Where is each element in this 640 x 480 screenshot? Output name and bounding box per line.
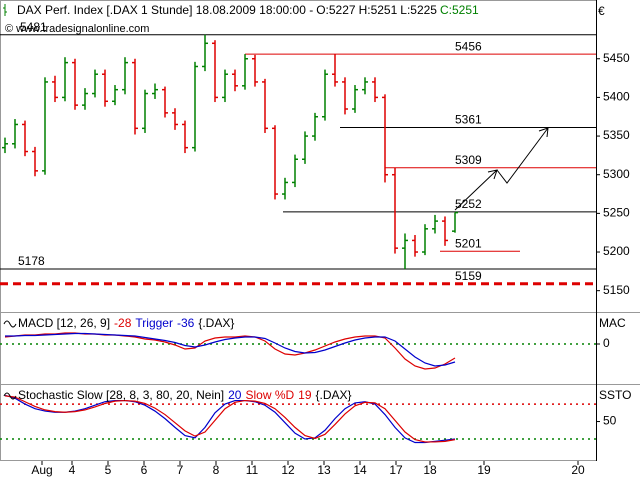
header-title: DAX Perf. Index [.DAX 1 Stunde] 18.08.20… [17, 3, 313, 17]
instrument: {.DAX} [316, 388, 352, 402]
x-tick-label: 17 [389, 463, 403, 477]
series-last-value: -28 [114, 316, 132, 330]
chart-header: DAX Perf. Index [.DAX 1 Stunde] 18.08.20… [17, 3, 479, 17]
y-tick-label: 5450 [603, 51, 630, 65]
level-label: 5309 [455, 153, 482, 167]
indicator-legend: Stochastic Slow [28, 8, 3, 80, 20, Nein]… [18, 388, 352, 402]
x-tick-label: 7 [177, 463, 184, 477]
trend-arrow [454, 127, 549, 211]
axis-label: MAC [599, 316, 626, 330]
watermark: © www.tradesignalonline.com [5, 23, 149, 35]
x-tick-label: 20 [571, 463, 585, 477]
y-tick-label: 5400 [603, 90, 630, 104]
x-tick-label: 19 [477, 463, 491, 477]
indicator-icon [3, 392, 17, 400]
level-label: 5252 [455, 197, 482, 211]
indicator-name: Stochastic Slow [28, 8, 3, 80, 20, Nein] [18, 388, 224, 402]
indicator-icon [3, 320, 17, 328]
x-tick-label: 6 [141, 463, 148, 477]
axis-label: SSTO [599, 388, 631, 402]
level-label: 5178 [18, 254, 45, 268]
header-low: L:5225 [400, 3, 437, 17]
series-name: Trigger [135, 316, 173, 330]
header-close: C:5251 [440, 3, 479, 17]
indicator-line [4, 394, 456, 444]
y-tick-label: 50 [603, 414, 617, 428]
x-tick-label: 5 [105, 463, 112, 477]
currency: € [598, 4, 605, 18]
level-label: 5361 [455, 113, 482, 127]
y-tick-label: 5250 [603, 206, 630, 220]
level-label: 5481 [20, 20, 47, 34]
y-tick-label: 5150 [603, 283, 630, 297]
series-last-value: 19 [298, 388, 312, 402]
series-last-value: -36 [177, 316, 195, 330]
indicator-legend: MACD [12, 26, 9] -28 Trigger -36 {.DAX} [18, 316, 234, 330]
x-tick-label: 4 [69, 463, 76, 477]
y-tick-label: 0 [603, 336, 610, 350]
x-tick-label: Aug [31, 463, 52, 477]
indicator-name: MACD [12, 26, 9] [18, 316, 110, 330]
header-high: H:5251 [359, 3, 398, 17]
series-name: Slow %D [245, 388, 294, 402]
x-tick-label: 13 [317, 463, 331, 477]
series-last-value: 20 [228, 388, 242, 402]
level-label: 5456 [455, 39, 482, 53]
level-label: 5159 [455, 269, 482, 283]
y-tick-label: 5300 [603, 167, 630, 181]
y-tick-label: 5200 [603, 244, 630, 258]
indicator-line [4, 395, 456, 443]
header-open: O:5227 [316, 3, 356, 17]
x-tick-label: 18 [423, 463, 437, 477]
x-tick-label: 14 [353, 463, 367, 477]
x-tick-label: 8 [213, 463, 220, 477]
bar-icon [3, 4, 7, 16]
x-tick-label: 11 [246, 463, 259, 477]
level-label: 5201 [455, 236, 482, 250]
indicator-line [5, 332, 456, 367]
plot-layer: 5150520052505300535054005450548154565361… [0, 20, 631, 477]
y-tick-label: 5350 [603, 128, 630, 142]
x-tick-label: 12 [281, 463, 295, 477]
instrument: {.DAX} [198, 316, 234, 330]
